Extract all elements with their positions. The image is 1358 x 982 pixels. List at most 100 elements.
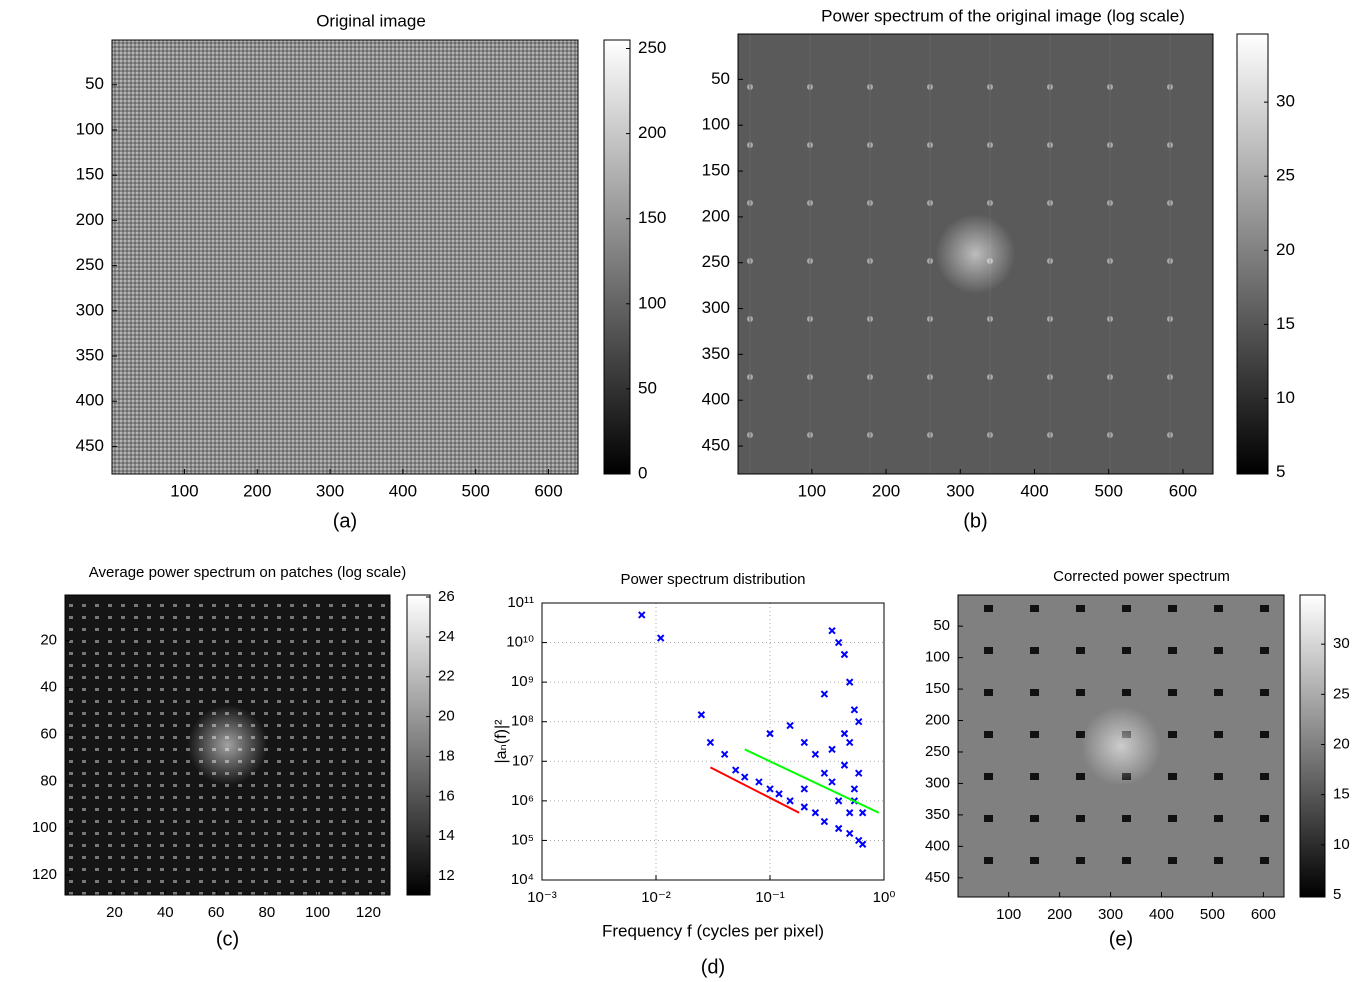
colorbar [1299,594,1326,898]
y-tick-label: 100 [702,115,730,134]
y-tick-label: 400 [76,391,104,410]
x-tick-label: 100 [305,904,330,921]
colorbar-tick-label: 150 [638,208,666,227]
colorbar-tick-label: 22 [438,668,455,685]
scatter-point [858,809,867,817]
scatter-point [766,785,774,793]
y-tick-label: 350 [925,806,950,823]
y-tick-label: 150 [925,680,950,697]
scatter-point [845,809,854,817]
scatter-point [828,626,836,635]
y-tick-label: 200 [702,206,730,225]
x-tick-label: 600 [534,481,562,500]
y-tick-label: 150 [702,161,730,180]
colorbar-tick-label: 10 [1276,388,1295,407]
scatter-point [800,785,809,793]
x-tick-label: 200 [1047,906,1072,923]
y-tick-label: 40 [40,679,57,696]
colorbar-tick-label: 25 [1333,685,1350,702]
axes-box [64,594,391,896]
x-tick-label: 500 [462,481,490,500]
y-tick-label: 300 [702,298,730,317]
axes-box [957,594,1285,898]
scatter-point [811,750,820,759]
x-tick-label: 20 [106,904,123,921]
x-tick-label: 60 [208,904,225,921]
y-tick-label: 50 [711,69,730,88]
scatter-point [786,797,794,805]
colorbar [603,39,631,475]
chart-title: Power spectrum of the original image (lo… [821,6,1185,25]
y-tick-label: 200 [76,210,104,229]
y-tick-label: 10⁶ [511,792,534,809]
spectrum-center [935,214,1016,294]
x-tick-label: 600 [1251,906,1276,923]
scatter-point [786,721,794,730]
colorbar-tick-label: 30 [1333,635,1350,652]
y-tick-label: 10¹⁰ [506,634,534,651]
chart-title: Power spectrum distribution [620,571,805,588]
y-tick-label: 20 [40,632,57,649]
y-tick-label: 450 [76,436,104,455]
chart-title: Average power spectrum on patches (log s… [89,564,406,581]
x-tick-label: 400 [1149,906,1174,923]
x-tick-label: 40 [157,904,174,921]
x-tick-label: 200 [243,481,271,500]
scatter-point [800,738,809,747]
scatter-point [755,778,763,786]
y-tick-label: 400 [925,837,950,854]
y-tick-label: 350 [76,345,104,364]
colorbar-tick-label: 25 [1276,166,1295,185]
scatter-point [845,829,854,838]
scatter-point [840,761,849,769]
scatter-point [706,738,715,747]
colorbar-tick-label: 18 [438,747,455,764]
scatter-point [858,840,867,848]
y-tick-label: 10⁵ [511,831,534,848]
colorbar-tick-label: 16 [438,787,455,804]
colorbar-tick-label: 20 [1333,735,1350,752]
scatter-point [840,729,849,738]
caption: (c) [216,928,239,950]
colorbar-tick-label: 10 [1333,836,1350,853]
y-tick-label: 10⁷ [512,752,534,769]
scatter-point [828,778,836,786]
y-tick-label: 250 [76,255,104,274]
scatter-point [845,678,854,686]
y-tick-label: 250 [925,743,950,760]
scatter-point [775,790,783,798]
scatter-point [834,824,843,833]
colorbar-tick-label: 15 [1276,314,1295,333]
x-tick-label: 100 [170,481,198,500]
colorbar-tick-label: 5 [1333,886,1341,903]
colorbar-tick-label: 20 [438,708,455,725]
scatter-point [855,718,863,726]
colorbar-tick-label: 26 [438,588,455,605]
y-tick-label: 200 [925,711,950,728]
scatter-point [811,809,820,817]
colorbar-tick-label: 250 [638,38,666,57]
scatter-point [820,690,829,698]
y-tick-label: 10⁹ [511,673,534,690]
colorbar-tick-label: 24 [438,628,455,645]
x-tick-label: 10⁻¹ [755,889,785,906]
colorbar [1236,33,1269,475]
x-tick-label: 10⁻³ [527,889,557,906]
y-tick-label: 10⁴ [511,871,534,888]
x-tick-label: 300 [316,481,344,500]
spectrum-center [187,705,268,785]
y-tick-label: 50 [85,74,104,93]
caption: (a) [333,510,357,532]
y-tick-label: 10⁸ [511,713,534,730]
y-tick-label: 80 [40,772,57,789]
scatter-point [845,738,854,747]
colorbar-tick-label: 5 [1276,462,1285,481]
scatter-point [850,785,859,793]
y-tick-label: 100 [925,649,950,666]
scatter-point [731,766,740,774]
scatter-point [741,773,749,781]
y-tick-label: 100 [32,819,57,836]
x-tick-label: 600 [1169,481,1197,500]
fit-line [709,766,800,814]
